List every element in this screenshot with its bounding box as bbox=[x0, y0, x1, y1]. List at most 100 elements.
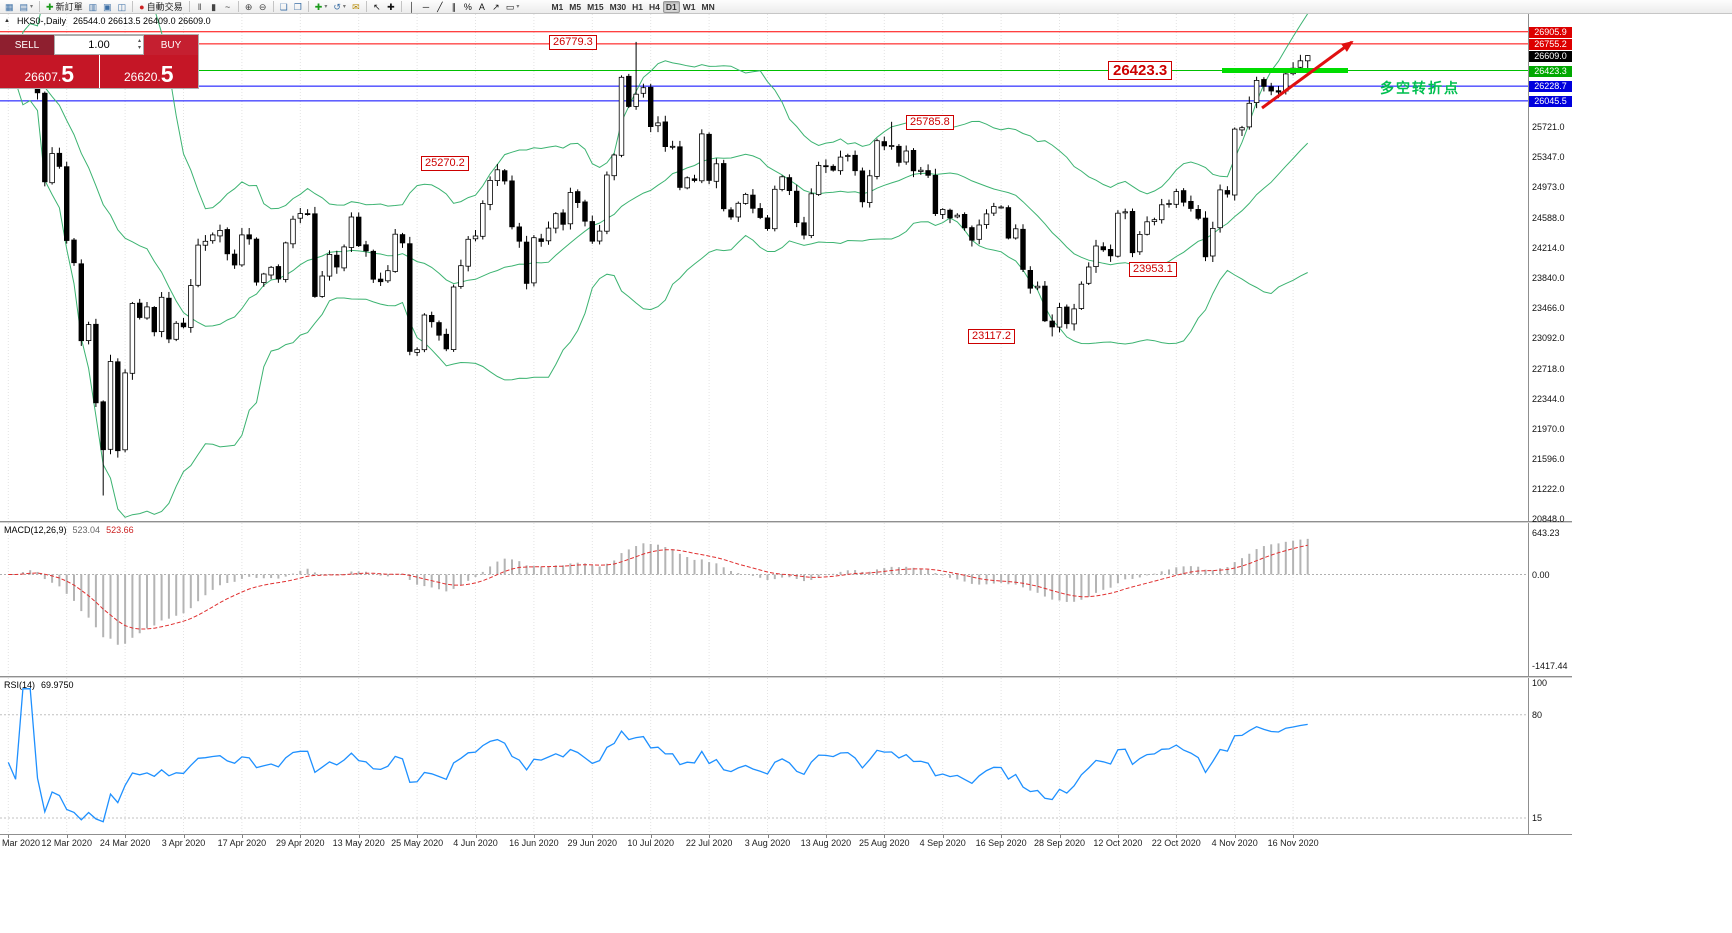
templates-button-icon: ↺ bbox=[333, 1, 341, 12]
shapes-tool[interactable]: ▭ ▾ bbox=[503, 1, 523, 13]
time-tick bbox=[709, 835, 711, 838]
timeframe-m30-button[interactable]: M30 bbox=[609, 1, 627, 12]
date-label: 3 Apr 2020 bbox=[161, 838, 206, 848]
symbol-timeframe-label: HKS0-,Daily bbox=[16, 16, 66, 26]
date-label: 24 Mar 2020 bbox=[99, 838, 151, 848]
time-tick bbox=[300, 835, 302, 838]
price-annotation[interactable]: 23953.1 bbox=[1129, 262, 1177, 278]
cursor-tool-button[interactable]: ↖ bbox=[370, 1, 384, 13]
sell-button[interactable]: SELL bbox=[0, 35, 54, 55]
crosshair-tool-button[interactable]: ✚ bbox=[384, 1, 398, 13]
time-tick bbox=[884, 835, 886, 838]
price-annotation[interactable]: 26779.3 bbox=[549, 34, 597, 50]
chevron-down-icon: ▾ bbox=[516, 4, 520, 10]
buy-price-button[interactable]: 26620. 5 bbox=[99, 55, 198, 88]
profiles-button[interactable]: ▤ ▾ bbox=[17, 1, 37, 13]
chart-marker-icon: ▲ bbox=[4, 18, 10, 24]
text-tool[interactable]: A bbox=[475, 1, 489, 13]
key-level-annotation[interactable]: 26423.3 bbox=[1108, 60, 1173, 80]
auto-trading-button-label: 自動交易 bbox=[146, 1, 183, 12]
data-window-button[interactable]: ▣ bbox=[100, 1, 115, 13]
cascade-windows-button[interactable]: ❐ bbox=[291, 1, 305, 13]
timeframe-h1-button[interactable]: H1 bbox=[632, 1, 644, 12]
mailbox-button-icon: ✉ bbox=[352, 1, 360, 12]
macd-canvas[interactable] bbox=[0, 523, 1528, 676]
navigator-button[interactable]: ◫ bbox=[115, 1, 130, 13]
tile-windows-button[interactable]: ❏ bbox=[277, 1, 291, 13]
date-label: 28 Sep 2020 bbox=[1033, 838, 1086, 848]
timeframe-w1-button[interactable]: W1 bbox=[682, 1, 696, 12]
main-chart-canvas[interactable] bbox=[0, 14, 1528, 521]
timeframe-m1-button[interactable]: M1 bbox=[551, 1, 564, 12]
date-label: 22 Jul 2020 bbox=[685, 838, 733, 848]
turning-point-note[interactable]: 多空转折点 bbox=[1380, 80, 1460, 96]
zoom-out-button[interactable]: ⊖ bbox=[256, 1, 270, 13]
channel-tool[interactable]: ∥ bbox=[447, 1, 461, 13]
trendline-tool[interactable]: ╱ bbox=[433, 1, 447, 13]
mailbox-button[interactable]: ✉ bbox=[349, 1, 363, 13]
timeframe-m5-button[interactable]: M5 bbox=[569, 1, 582, 12]
one-click-trading-panel: SELL 1.00 ▴ ▾ BUY 26607. 5 2 bbox=[0, 35, 198, 88]
cascade-windows-button-icon: ❐ bbox=[293, 1, 302, 12]
date-label: 12 Mar 2020 bbox=[41, 838, 92, 848]
toolbar-separator bbox=[272, 1, 274, 12]
price-scale[interactable]: 25721.0 25347.0 24973.0 24588.0 24214.0 23840… bbox=[1528, 14, 1572, 524]
zoom-out-button-icon: ⊖ bbox=[258, 1, 267, 12]
scale-label: 24214.0 bbox=[1532, 243, 1565, 254]
horizontal-line-tool[interactable]: ─ bbox=[419, 1, 433, 13]
date-label: 4 Sep 2020 bbox=[919, 838, 966, 848]
date-label: 25 Aug 2020 bbox=[859, 838, 910, 848]
bar-chart-button[interactable]: ‖ bbox=[193, 1, 207, 13]
volume-stepper[interactable]: ▴ ▾ bbox=[138, 38, 141, 52]
volume-input[interactable]: 1.00 ▴ ▾ bbox=[54, 35, 144, 55]
pane-separator[interactable] bbox=[0, 521, 1572, 523]
rsi-name: RSI(14) bbox=[4, 680, 36, 690]
line-chart-button[interactable]: ~ bbox=[221, 1, 235, 13]
scale-label: 0.00 bbox=[1532, 569, 1550, 580]
timeframe-d1-button[interactable]: D1 bbox=[662, 0, 680, 13]
vertical-line-tool[interactable]: │ bbox=[405, 1, 419, 13]
buy-button[interactable]: BUY bbox=[144, 35, 198, 55]
macd-scale[interactable]: 643.23 0.00 -1417.44 bbox=[1528, 523, 1572, 676]
date-label: 29 Apr 2020 bbox=[276, 838, 325, 848]
date-label: 25 May 2020 bbox=[391, 838, 444, 848]
rsi-pane[interactable]: RSI(14) 69.9750 100 80 15 bbox=[0, 678, 1572, 834]
main-chart-pane[interactable]: ▲ HKS0-,Daily 26544.0 26613.5 26409.0 26… bbox=[0, 14, 1572, 524]
new-order-button[interactable]: ✚ 新訂單 bbox=[43, 1, 86, 13]
text-tool-icon: A bbox=[478, 1, 485, 12]
stepper-up-icon[interactable]: ▴ bbox=[137, 38, 141, 44]
bid-price-big-digit: 5 bbox=[61, 61, 74, 87]
market-watch-button[interactable]: ▥ bbox=[86, 1, 101, 13]
rsi-scale[interactable]: 100 80 15 bbox=[1528, 678, 1572, 834]
toolbar: ▦ ▤ ▾ ✚ 新訂單 ▥ ▣ ◫ ● 自動交易 ‖ ▮ ~ ⊕ ⊖ ❏ ❐ ✚ ▾ ↺ ▾ ✉ ↖ ✚ │ ─ ╱ ∥% A ↗ ▭ ▾ M1… bbox=[0, 0, 1732, 14]
auto-trading-button[interactable]: ● 自動交易 bbox=[136, 1, 185, 13]
timeframe-m15-button[interactable]: M15 bbox=[587, 1, 604, 12]
candlestick-chart-button[interactable]: ▮ bbox=[207, 1, 221, 13]
templates-button[interactable]: ↺ ▾ bbox=[330, 1, 349, 13]
macd-label: MACD(12,26,9) 523.04 523.66 bbox=[4, 525, 134, 535]
new-chart-button[interactable]: ▦ bbox=[2, 1, 17, 13]
arrows-tool-icon: ↗ bbox=[492, 1, 500, 12]
price-annotation[interactable]: 25270.2 bbox=[421, 156, 469, 172]
price-level-label: 26423.3 bbox=[1529, 65, 1572, 77]
time-axis[interactable]: Mar 2020 12 Mar 2020 24 Mar 2020 3 Apr 2020… bbox=[0, 834, 1572, 850]
sell-price-button[interactable]: 26607. 5 bbox=[0, 55, 99, 88]
ohlc-values: 26544.0 26613.5 26409.0 26609.0 bbox=[72, 16, 211, 26]
price-annotation[interactable]: 23117.2 bbox=[968, 329, 1015, 345]
arrows-tool[interactable]: ↗ bbox=[489, 1, 503, 13]
scale-label: 21222.0 bbox=[1532, 483, 1565, 494]
time-tick bbox=[650, 835, 652, 838]
timeframe-h4-button[interactable]: H4 bbox=[649, 1, 660, 12]
time-tick bbox=[475, 835, 477, 838]
rsi-canvas[interactable] bbox=[0, 678, 1528, 834]
chevron-down-icon: ▾ bbox=[342, 4, 346, 10]
time-tick bbox=[1001, 835, 1003, 838]
pane-separator[interactable] bbox=[0, 676, 1572, 678]
macd-pane[interactable]: MACD(12,26,9) 523.04 523.66 643.23 0.00 -1… bbox=[0, 523, 1572, 676]
timeframe-mn-button[interactable]: MN bbox=[701, 1, 715, 12]
zoom-in-button[interactable]: ⊕ bbox=[242, 1, 256, 13]
fibonacci-tool[interactable]: % bbox=[461, 1, 475, 13]
price-annotation[interactable]: 25785.8 bbox=[906, 114, 954, 130]
indicators-button[interactable]: ✚ ▾ bbox=[312, 1, 331, 13]
stepper-down-icon[interactable]: ▾ bbox=[137, 45, 141, 51]
